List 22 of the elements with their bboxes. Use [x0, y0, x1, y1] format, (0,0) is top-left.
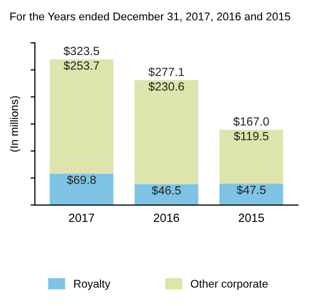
bar [134, 80, 198, 184]
data-label: $119.5 [234, 131, 268, 141]
legend-label: Royalty [74, 280, 110, 290]
x-tick-label: 2017 [69, 214, 94, 222]
data-label: $46.5 [152, 186, 181, 196]
bar [219, 184, 284, 206]
x-tick-label: 2016 [154, 214, 180, 222]
total-label: $167.0 [233, 116, 269, 126]
bar [50, 174, 114, 206]
x-tick-label: 2015 [238, 214, 264, 222]
data-label: $230.6 [148, 82, 184, 92]
y-axis-title: (In millions) [10, 96, 20, 152]
bar [50, 59, 114, 174]
total-label: $323.5 [64, 46, 100, 56]
bar [219, 130, 284, 184]
data-label: $69.8 [66, 175, 96, 185]
chart-title: For the Years ended December 31, 2017, 2016 and 2015 [10, 12, 290, 22]
data-label: $47.5 [236, 185, 266, 195]
legend-label: Other corporate [190, 280, 268, 290]
bar [134, 184, 198, 206]
data-label: $253.7 [64, 60, 100, 70]
total-label: $277.1 [148, 67, 184, 77]
